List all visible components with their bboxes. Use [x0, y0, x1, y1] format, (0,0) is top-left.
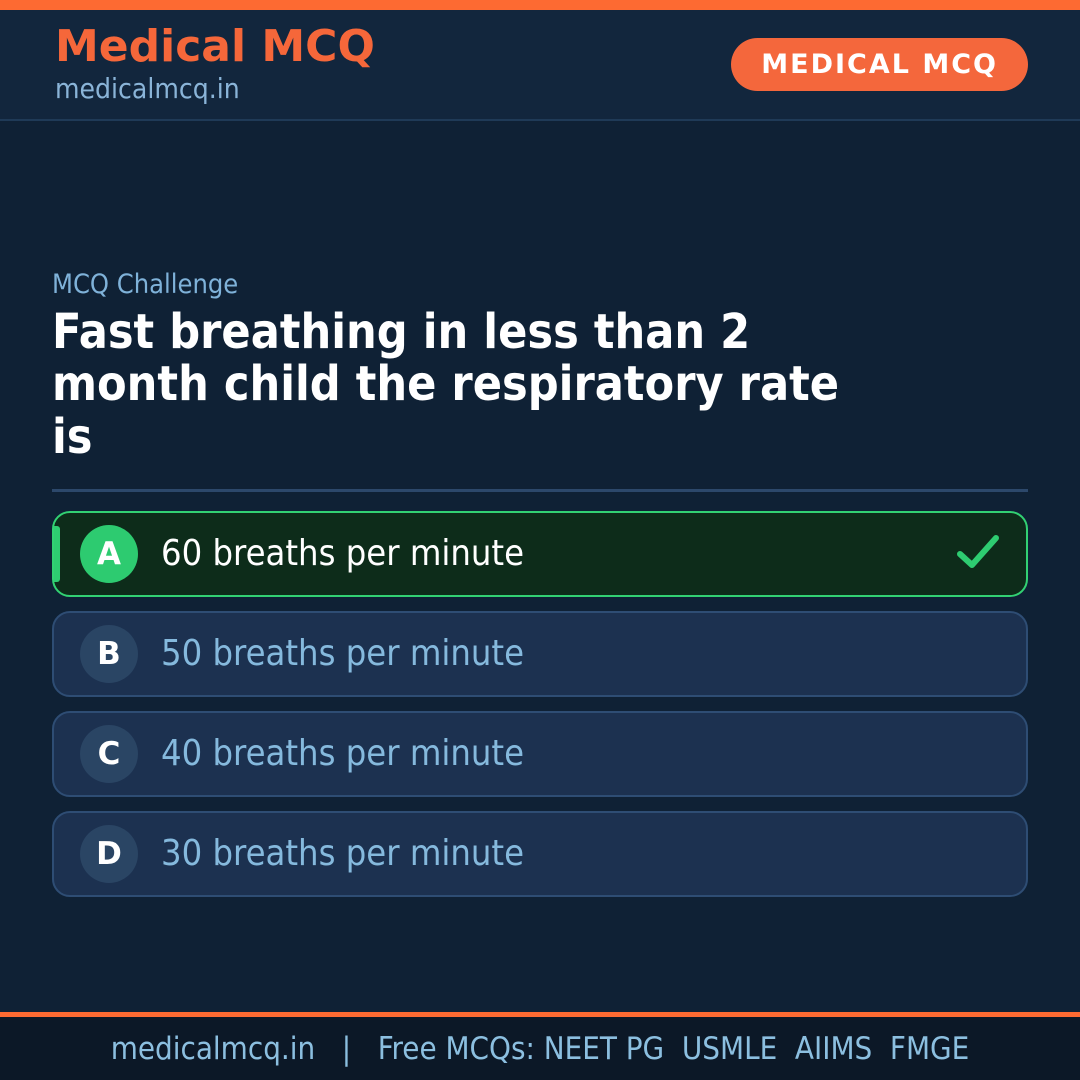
question-title: Fast breathing in less than 2 month chil… — [52, 306, 1028, 463]
options-list: A 60 breaths per minute B 50 breaths per… — [52, 510, 1028, 897]
brand: Medical MCQ medicalmcq.in — [55, 20, 375, 106]
quiz-kicker: MCQ Challenge — [52, 269, 239, 300]
divider — [52, 488, 1028, 492]
option-text: 60 breaths per minute — [161, 533, 525, 575]
question-line: Fast breathing in less than 2 — [52, 304, 751, 360]
option-text: 40 breaths per minute — [161, 733, 525, 775]
brand-title: Medical MCQ — [55, 20, 375, 72]
brand-subtitle: medicalmcq.in — [55, 72, 240, 106]
option-text: 50 breaths per minute — [161, 633, 525, 675]
option-letter-badge: D — [80, 824, 138, 883]
option-letter-badge: C — [80, 724, 138, 783]
question-line: month child the respiratory rate — [52, 356, 840, 413]
option-letter-badge: A — [80, 524, 138, 583]
option-a-correct[interactable]: A 60 breaths per minute — [52, 510, 1028, 597]
checkmark-icon — [956, 534, 1000, 574]
brand-badge: MEDICAL MCQ — [731, 38, 1028, 91]
option-d[interactable]: D 30 breaths per minute — [52, 810, 1028, 897]
correct-accent-bar — [54, 525, 60, 582]
question-line: is — [52, 408, 93, 465]
quiz-body: MCQ Challenge Fast breathing in less tha… — [0, 121, 1080, 897]
option-text: 30 breaths per minute — [161, 833, 525, 875]
option-letter-badge: B — [80, 624, 138, 683]
option-c[interactable]: C 40 breaths per minute — [52, 710, 1028, 797]
top-accent-bar — [0, 0, 1080, 10]
option-b[interactable]: B 50 breaths per minute — [52, 610, 1028, 697]
footer-text: medicalmcq.in | Free MCQs: NEET PG USMLE… — [110, 1030, 970, 1067]
header: Medical MCQ medicalmcq.in MEDICAL MCQ — [0, 10, 1080, 121]
footer: medicalmcq.in | Free MCQs: NEET PG USMLE… — [0, 1012, 1080, 1080]
